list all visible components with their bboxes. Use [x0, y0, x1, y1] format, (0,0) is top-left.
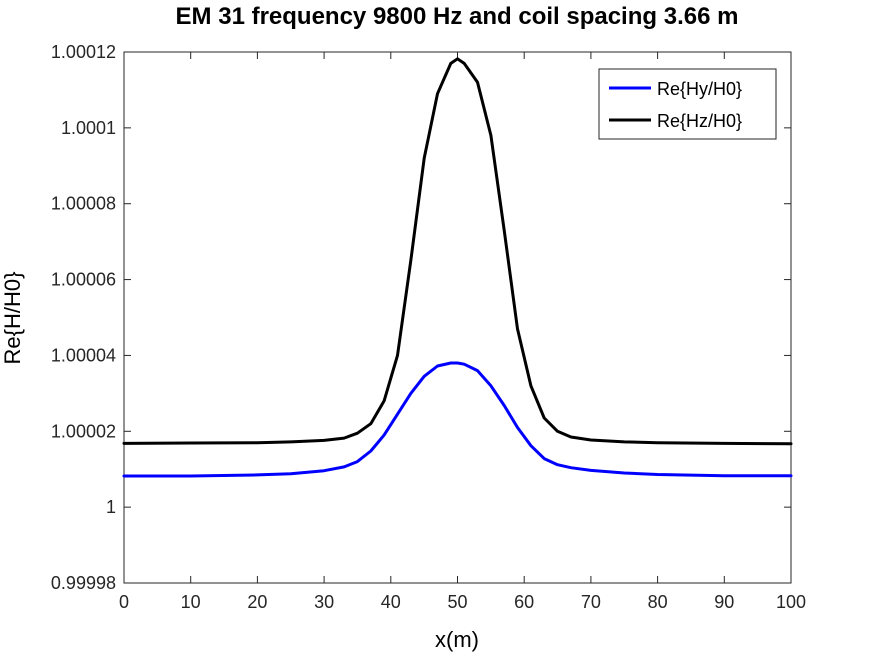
y-tick-label: 1.00008 [51, 194, 116, 214]
x-tick-label: 90 [714, 592, 734, 612]
y-tick-label: 1.00002 [51, 421, 116, 441]
legend: Re{Hy/H0} Re{Hz/H0} [598, 68, 777, 140]
series-line-0 [122, 361, 793, 478]
y-tick-label: 1.00004 [51, 345, 116, 365]
y-tick-label: 1 [106, 497, 116, 517]
x-tick-label: 70 [581, 592, 601, 612]
x-tick-label: 60 [514, 592, 534, 612]
y-axis-label: Re{H/H0} [0, 272, 25, 365]
legend-label-hz: Re{Hz/H0} [657, 111, 742, 131]
x-axis-label: x(m) [435, 627, 479, 652]
legend-box [598, 68, 777, 140]
series-line-1 [122, 57, 793, 446]
series-lines [122, 57, 793, 478]
plot-area [123, 51, 792, 584]
y-tick-label: 1.0001 [61, 118, 116, 138]
x-tick-label: 50 [447, 592, 467, 612]
x-tick-label: 100 [776, 592, 806, 612]
legend-label-hy: Re{Hy/H0} [657, 79, 742, 99]
chart-title: EM 31 frequency 9800 Hz and coil spacing… [176, 3, 739, 30]
y-tick-label: 0.99998 [51, 573, 116, 593]
x-tick-label: 40 [381, 592, 401, 612]
y-tick-label: 1.00006 [51, 270, 116, 290]
x-tick-label: 20 [247, 592, 267, 612]
x-tick-label: 10 [181, 592, 201, 612]
axis-ticks: 0 10 20 30 40 50 60 70 80 90 100 0.99998 1 1.00002 1.0… [51, 42, 806, 612]
x-tick-label: 30 [314, 592, 334, 612]
x-tick-label: 0 [119, 592, 129, 612]
x-tick-label: 80 [648, 592, 668, 612]
y-tick-label: 1.00012 [51, 42, 116, 62]
